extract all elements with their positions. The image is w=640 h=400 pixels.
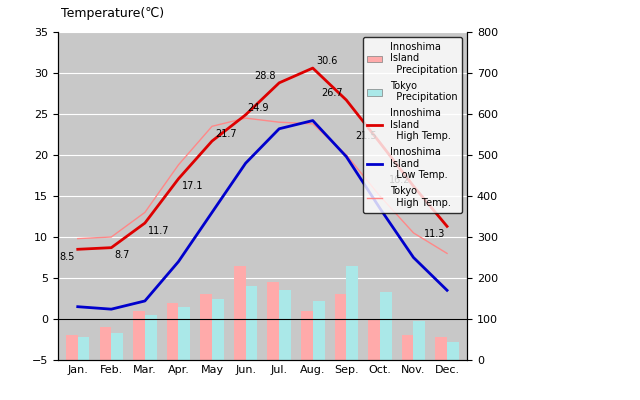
Bar xyxy=(77,338,90,360)
Bar xyxy=(402,335,413,360)
Bar xyxy=(246,286,257,360)
Bar xyxy=(179,307,190,360)
Text: 21.7: 21.7 xyxy=(216,130,237,140)
Bar xyxy=(100,327,111,360)
Bar xyxy=(212,298,224,360)
Text: 30.6: 30.6 xyxy=(316,56,337,66)
Bar xyxy=(313,300,324,360)
Bar xyxy=(133,311,145,360)
Legend: Innoshima
Island
  Precipitation, Tokyo
  Precipitation, Innoshima
Island
  High: Innoshima Island Precipitation, Tokyo Pr… xyxy=(363,37,462,213)
Bar xyxy=(346,266,358,360)
Text: 11.7: 11.7 xyxy=(148,226,170,236)
Text: 8.5: 8.5 xyxy=(59,252,74,262)
Text: 24.9: 24.9 xyxy=(247,103,269,113)
Bar xyxy=(268,282,279,360)
Text: 8.7: 8.7 xyxy=(115,250,130,260)
Bar xyxy=(447,342,459,360)
Text: 28.8: 28.8 xyxy=(254,71,276,81)
Bar xyxy=(66,335,77,360)
Bar xyxy=(111,333,123,360)
Bar xyxy=(335,294,346,360)
Text: 26.7: 26.7 xyxy=(321,88,343,98)
Text: 17.1: 17.1 xyxy=(182,181,204,191)
Text: 21.5: 21.5 xyxy=(355,131,376,141)
Bar xyxy=(368,319,380,360)
Bar xyxy=(435,338,447,360)
Bar xyxy=(200,294,212,360)
Bar xyxy=(413,321,425,360)
Bar xyxy=(234,266,246,360)
Text: 11.3: 11.3 xyxy=(424,229,445,239)
Bar xyxy=(166,302,179,360)
Bar xyxy=(279,290,291,360)
Bar xyxy=(145,315,157,360)
Bar xyxy=(301,311,313,360)
Bar xyxy=(380,292,392,360)
Text: Temperature(℃): Temperature(℃) xyxy=(61,7,164,20)
Text: 16.2: 16.2 xyxy=(388,174,410,184)
